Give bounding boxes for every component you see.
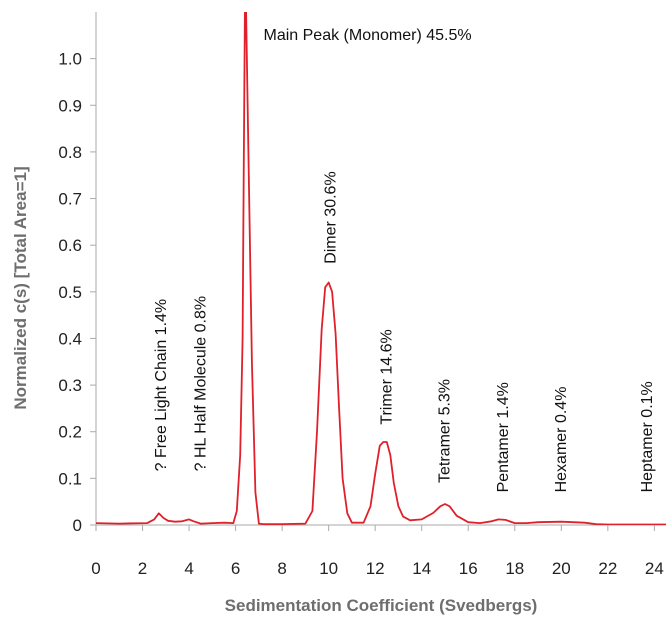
y-tick-label: 0.4 <box>58 329 82 348</box>
annotations: ? Free Light Chain 1.4% ? HL Half Molecul… <box>153 27 656 492</box>
y-tick-label: 1.0 <box>58 50 82 69</box>
x-tick-label: 24 <box>645 559 664 578</box>
y-tick-label: 0.1 <box>58 469 82 488</box>
x-tick-label: 16 <box>459 559 478 578</box>
y-tick-label: 0.5 <box>58 283 82 302</box>
peak-annotation: Dimer 30.6% <box>323 171 340 263</box>
peak-annotation: Tetramer 5.3% <box>437 379 454 483</box>
y-tick-label: 0 <box>73 516 82 535</box>
x-tick-label: 0 <box>91 559 100 578</box>
y-tick-label: 0.3 <box>58 376 82 395</box>
x-tick-label: 12 <box>366 559 385 578</box>
x-tick-label: 6 <box>231 559 240 578</box>
y-tick-label: 0.2 <box>58 423 82 442</box>
plot-area <box>96 12 666 525</box>
x-tick-label: 4 <box>184 559 193 578</box>
y-axis-title: Normalized c(s) [Total Area=1] <box>11 166 30 409</box>
x-tick-label: 8 <box>277 559 286 578</box>
peak-annotation: Pentamer 1.4% <box>495 382 512 492</box>
y-tick-label: 0.8 <box>58 143 82 162</box>
y-tick-label: 0.6 <box>58 236 82 255</box>
peak-annotation: Main Peak (Monomer) 45.5% <box>264 27 472 44</box>
x-tick-label: 18 <box>505 559 524 578</box>
peak-annotation: Hexamer 0.4% <box>553 387 570 493</box>
series-line <box>96 12 666 525</box>
ticks: 0 2 4 6 8 10 12 14 16 18 20 22 2400.10.20.30.40.50.6… <box>58 50 663 578</box>
peak-annotation: ? Free Light Chain 1.4% <box>153 299 170 472</box>
x-axis-title: Sedimentation Coefficient (Svedbergs) <box>225 596 538 615</box>
x-tick-label: 14 <box>412 559 431 578</box>
y-tick-label: 0.7 <box>58 190 82 209</box>
x-tick-label: 22 <box>598 559 617 578</box>
peak-annotation: Heptamer 0.1% <box>639 381 656 492</box>
x-tick-label: 10 <box>319 559 338 578</box>
y-tick-label: 0.9 <box>58 96 82 115</box>
peak-annotation: ? HL Half Molecule 0.8% <box>192 296 209 472</box>
peak-annotation: Trimer 14.6% <box>379 329 396 424</box>
x-tick-label: 2 <box>138 559 147 578</box>
axes <box>95 12 666 526</box>
x-tick-label: 20 <box>552 559 571 578</box>
